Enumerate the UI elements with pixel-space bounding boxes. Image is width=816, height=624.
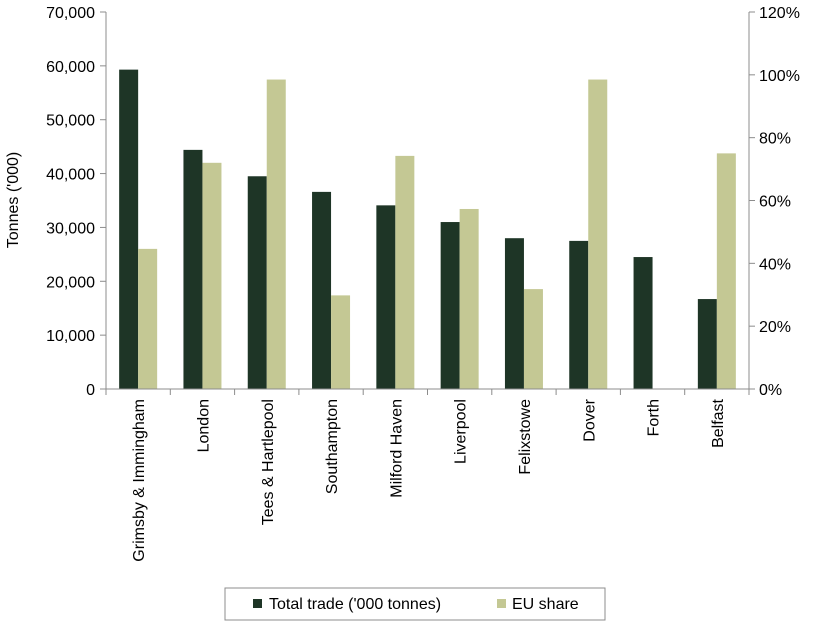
bar-eu-share xyxy=(138,248,158,389)
right-tick-label: 60% xyxy=(759,194,791,211)
left-tick-label: 30,000 xyxy=(46,220,95,237)
legend-label-total-trade: Total trade ('000 tonnes) xyxy=(269,596,441,613)
left-tick-label: 60,000 xyxy=(46,59,95,76)
bar-total-trade xyxy=(183,149,203,389)
left-tick-label: 50,000 xyxy=(46,113,95,130)
bar-total-trade xyxy=(247,176,267,389)
category-label: Dover xyxy=(581,398,598,441)
right-tick-label: 40% xyxy=(759,256,791,273)
bar-eu-share xyxy=(588,79,608,389)
bar-total-trade xyxy=(569,240,589,389)
bar-eu-share xyxy=(331,295,351,389)
category-label: Grimsby & Immingham xyxy=(131,399,148,562)
category-label: Liverpool xyxy=(453,399,470,464)
bar-total-trade xyxy=(633,257,653,389)
category-label: London xyxy=(195,399,212,452)
bar-eu-share xyxy=(395,155,415,389)
legend-swatch-total-trade xyxy=(253,599,262,608)
legend-box xyxy=(224,587,606,621)
bar-eu-share xyxy=(523,289,543,389)
category-labels: Grimsby & Immingham London Tees & Hartlepo… xyxy=(131,398,727,561)
bar-total-trade xyxy=(697,299,717,389)
legend-swatch-eu-share xyxy=(497,599,506,608)
left-tick-label: 0 xyxy=(86,382,95,399)
bar-eu-share xyxy=(459,208,479,389)
category-label: Tees & Hartlepool xyxy=(260,399,277,525)
right-tick-label: 0% xyxy=(759,382,782,399)
left-axis-ticks: 0 10,000 20,000 30,000 40,000 50,000 60,000 70,… xyxy=(46,5,106,399)
category-label: Southampton xyxy=(324,399,341,494)
bar-eu-share xyxy=(266,79,286,389)
left-tick-label: 10,000 xyxy=(46,328,95,345)
right-tick-label: 100% xyxy=(759,68,800,85)
category-label: Forth xyxy=(646,399,663,436)
right-tick-label: 80% xyxy=(759,131,791,148)
category-label: Belfast xyxy=(710,398,727,447)
bar-total-trade xyxy=(376,205,396,389)
bar-total-trade xyxy=(119,69,139,390)
y-axis-title: Tonnes ('000) xyxy=(5,152,22,248)
bar-eu-share xyxy=(202,162,222,389)
right-axis-ticks: 0% 20% 40% 60% 80% 100% 120% xyxy=(749,5,800,399)
legend: Total trade ('000 tonnes) EU share xyxy=(224,587,606,621)
bar-total-trade xyxy=(440,222,460,389)
axes xyxy=(105,12,750,395)
bar-total-trade xyxy=(504,238,524,389)
right-tick-label: 120% xyxy=(759,5,800,22)
bar-eu-share xyxy=(716,153,736,389)
right-tick-label: 20% xyxy=(759,319,791,336)
category-label: Milford Haven xyxy=(388,399,405,498)
bar-total-trade xyxy=(312,191,332,389)
legend-label-eu-share: EU share xyxy=(512,596,579,613)
left-tick-label: 20,000 xyxy=(46,274,95,291)
category-label: Felixstowe xyxy=(517,399,534,475)
left-tick-label: 70,000 xyxy=(46,5,95,22)
bars xyxy=(119,69,736,390)
left-tick-label: 40,000 xyxy=(46,167,95,184)
